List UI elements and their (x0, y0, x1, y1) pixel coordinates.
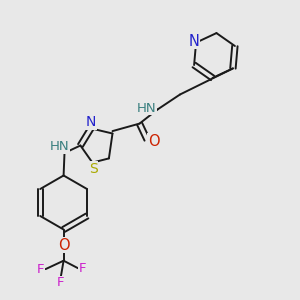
Text: N: N (188, 34, 199, 49)
Text: HN: HN (136, 101, 156, 115)
Text: N: N (86, 116, 96, 129)
Text: S: S (88, 162, 98, 176)
Text: O: O (58, 238, 69, 253)
Text: HN: HN (50, 140, 70, 153)
Text: F: F (37, 262, 44, 276)
Text: O: O (148, 134, 159, 148)
Text: F: F (79, 262, 87, 275)
Text: F: F (57, 276, 64, 290)
